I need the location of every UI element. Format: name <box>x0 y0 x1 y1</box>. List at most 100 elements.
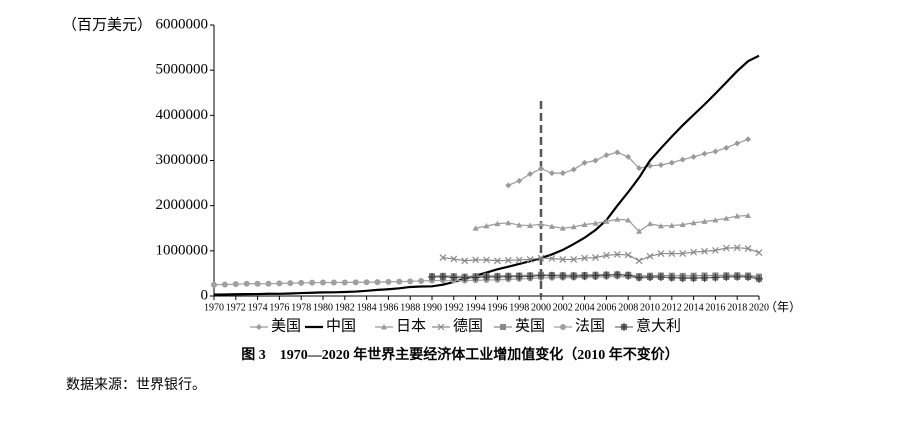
marker-shape <box>482 273 491 282</box>
x-tick-label: 1996 <box>487 302 507 313</box>
marker-shape <box>374 279 381 286</box>
marker-shape <box>396 278 403 285</box>
marker <box>602 251 610 259</box>
y-tick-label: 6000000 <box>156 16 209 32</box>
marker-shape <box>603 218 610 224</box>
marker-shape <box>723 215 730 221</box>
marker <box>450 255 458 263</box>
marker-shape <box>591 271 600 280</box>
marker-shape <box>504 272 513 281</box>
marker <box>396 278 403 285</box>
source: 数据来源：世界银行。 <box>66 377 206 393</box>
y-tick-label: 2000000 <box>156 197 209 213</box>
x-tick-label: 1972 <box>226 302 246 313</box>
marker <box>592 220 599 226</box>
legend-label: 中国 <box>326 317 356 334</box>
marker-shape <box>516 177 523 184</box>
marker <box>657 250 665 257</box>
marker <box>330 279 337 286</box>
marker <box>559 225 566 231</box>
marker <box>515 272 524 281</box>
y-tick-label: 0 <box>201 287 209 303</box>
marker-shape <box>690 219 697 226</box>
x-tick-label: 2012 <box>662 302 682 313</box>
marker <box>603 218 610 224</box>
marker <box>287 280 294 287</box>
marker <box>439 254 447 262</box>
marker <box>701 247 708 255</box>
marker-shape <box>570 223 577 230</box>
marker <box>690 248 698 256</box>
marker-shape <box>460 273 469 282</box>
marker-shape <box>505 219 512 226</box>
caption: 图 3 1970—2020 年世界主要经济体工业增加值变化（2010 年不变价） <box>241 346 679 363</box>
marker <box>646 252 654 260</box>
marker-shape <box>701 247 708 255</box>
marker <box>581 254 589 262</box>
marker-shape <box>635 257 643 265</box>
marker <box>341 279 348 286</box>
marker <box>570 255 578 263</box>
marker-shape <box>287 280 294 287</box>
marker-shape <box>438 272 447 281</box>
marker <box>647 220 653 227</box>
legend-label: 英国 <box>515 316 545 334</box>
marker <box>211 281 217 288</box>
x-tick-label: 1992 <box>444 302 464 313</box>
marker <box>668 250 676 257</box>
marker <box>276 280 283 287</box>
marker-shape <box>701 218 708 224</box>
marker <box>592 157 599 164</box>
x-tick-label: 2008 <box>618 302 638 313</box>
marker <box>381 324 387 330</box>
y-tick-label: 1000000 <box>156 242 209 258</box>
marker-shape <box>646 273 654 282</box>
marker <box>559 255 567 263</box>
marker-shape <box>493 257 501 265</box>
marker <box>723 215 730 221</box>
marker <box>668 222 675 228</box>
marker <box>679 250 687 257</box>
marker <box>256 324 262 330</box>
marker <box>690 219 697 226</box>
marker-shape <box>381 324 387 330</box>
marker <box>624 251 632 259</box>
marker <box>538 221 544 227</box>
marker <box>527 171 534 178</box>
marker-shape <box>538 221 544 227</box>
marker <box>755 274 763 283</box>
marker <box>560 324 566 330</box>
marker <box>625 217 632 223</box>
marker <box>646 273 654 282</box>
marker <box>254 280 261 287</box>
marker <box>418 277 425 284</box>
marker-shape <box>330 279 337 286</box>
marker-shape <box>515 256 523 264</box>
marker <box>472 225 479 231</box>
marker <box>504 272 513 281</box>
x-tick-label: 1984 <box>357 302 377 313</box>
marker-shape <box>679 250 687 257</box>
marker-shape <box>559 170 566 177</box>
marker-shape <box>712 217 719 223</box>
marker-shape <box>309 279 316 286</box>
marker <box>700 273 709 282</box>
marker-shape <box>602 251 610 259</box>
marker-shape <box>614 216 621 222</box>
marker-shape <box>734 213 741 219</box>
marker-shape <box>755 249 763 257</box>
marker <box>515 256 523 264</box>
marker <box>635 273 644 282</box>
marker <box>679 221 686 228</box>
marker-shape <box>690 248 698 256</box>
marker-shape <box>679 156 686 163</box>
legend-label: 意大利 <box>636 316 681 334</box>
marker-shape <box>437 323 445 331</box>
marker-shape <box>646 252 654 260</box>
marker <box>614 216 621 222</box>
marker <box>265 280 272 287</box>
marker-shape <box>636 228 643 234</box>
marker <box>374 279 381 286</box>
marker-shape <box>624 271 633 280</box>
marker-shape <box>657 250 665 257</box>
